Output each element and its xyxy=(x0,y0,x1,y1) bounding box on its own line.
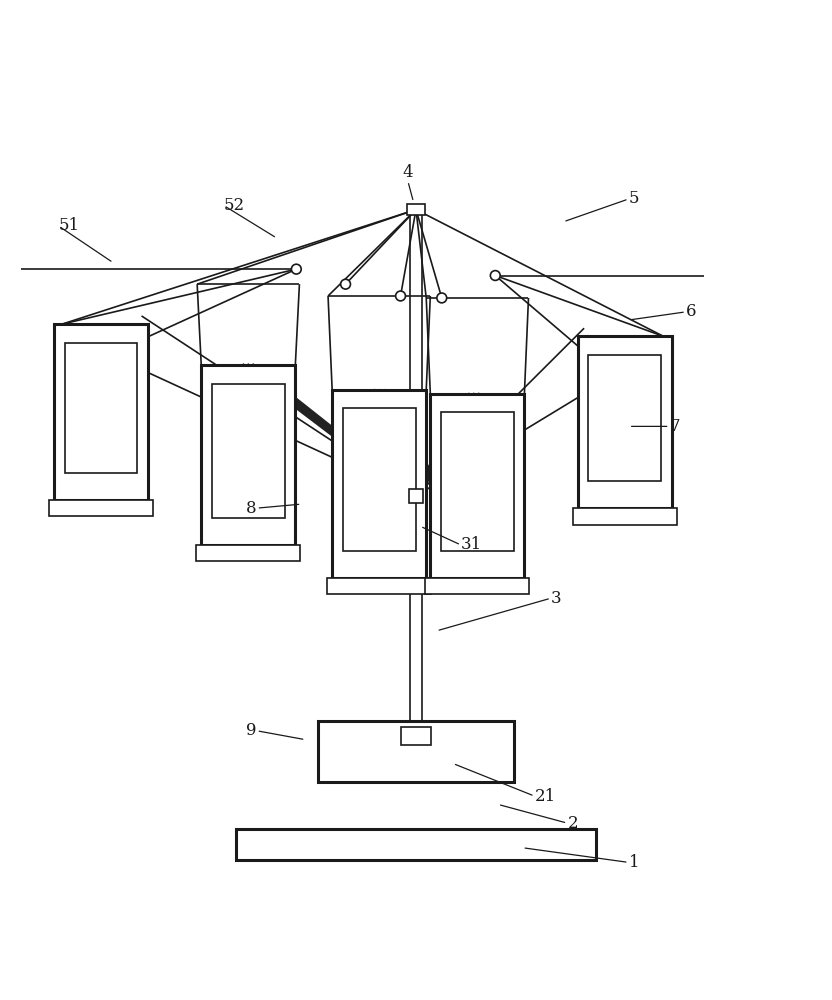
Bar xyxy=(410,210,422,496)
Circle shape xyxy=(340,279,350,289)
Bar xyxy=(409,489,423,503)
Bar xyxy=(201,365,295,545)
Text: 52: 52 xyxy=(224,197,245,214)
Circle shape xyxy=(490,271,500,280)
Bar xyxy=(343,408,416,551)
Text: 5: 5 xyxy=(629,190,639,207)
Text: 31: 31 xyxy=(461,536,483,553)
Bar xyxy=(430,394,524,578)
Bar xyxy=(441,412,514,551)
Bar xyxy=(327,578,431,594)
Bar xyxy=(407,204,425,215)
Text: 4: 4 xyxy=(403,164,414,181)
Bar xyxy=(212,384,285,518)
Bar xyxy=(588,355,661,481)
Bar xyxy=(572,508,676,525)
Circle shape xyxy=(291,264,301,274)
Bar xyxy=(318,721,514,782)
Bar xyxy=(410,496,422,721)
Text: 2: 2 xyxy=(567,815,578,832)
Text: 8: 8 xyxy=(245,500,256,517)
Bar xyxy=(332,390,426,578)
Bar xyxy=(49,500,153,516)
Bar xyxy=(236,829,596,860)
Text: 6: 6 xyxy=(686,303,696,320)
Circle shape xyxy=(396,291,405,301)
Bar xyxy=(412,721,420,745)
Bar xyxy=(401,727,431,745)
Text: 21: 21 xyxy=(535,788,556,805)
Bar xyxy=(196,545,300,561)
Text: 1: 1 xyxy=(629,854,639,871)
Text: 7: 7 xyxy=(670,418,681,435)
Bar xyxy=(65,343,137,473)
Bar xyxy=(577,336,671,508)
Text: 3: 3 xyxy=(551,590,562,607)
Text: 9: 9 xyxy=(246,722,256,739)
Bar xyxy=(54,324,148,500)
Text: 51: 51 xyxy=(58,217,80,234)
Circle shape xyxy=(437,293,447,303)
Bar xyxy=(425,578,529,594)
